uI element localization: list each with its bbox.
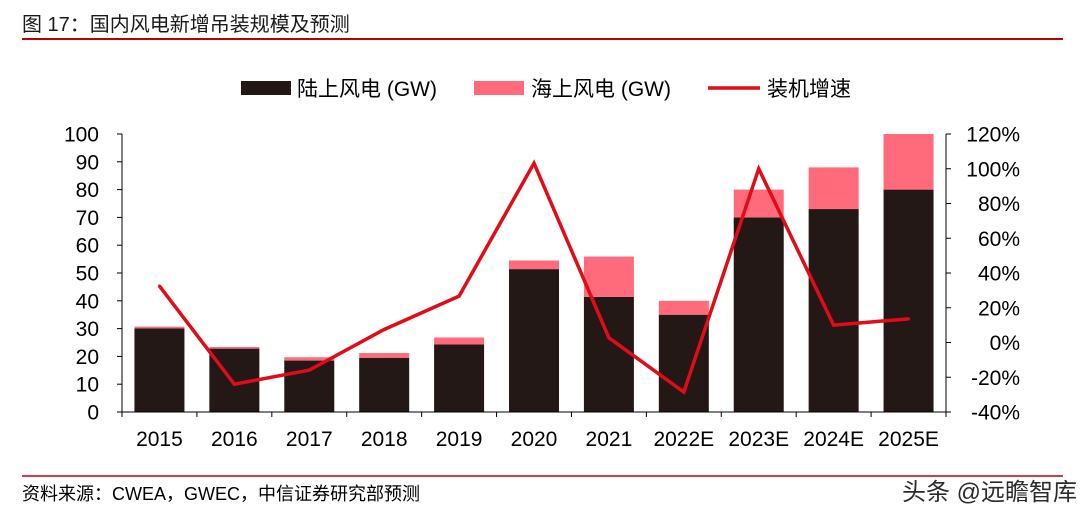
bar-offshore-2016 bbox=[209, 346, 260, 349]
bar-offshore-2024E bbox=[808, 167, 859, 210]
x-axis-tick-label: 2022E bbox=[653, 428, 714, 451]
watermark: 头条 @远瞻智库 bbox=[902, 479, 1077, 506]
x-axis-tick-label: 2017 bbox=[286, 428, 333, 451]
growth-point-2018 bbox=[382, 327, 386, 331]
legend-swatch-offshore bbox=[474, 81, 524, 95]
x-axis-tick-label: 2020 bbox=[511, 428, 558, 451]
left-axis-labels: 0 10 20 30 40 50 60 70 80 90 100 bbox=[64, 124, 99, 425]
x-axis-tick-label: 2021 bbox=[586, 428, 633, 451]
bar-onshore-2023E bbox=[733, 217, 784, 412]
growth-point-2021 bbox=[607, 336, 611, 340]
x-axis-tick-label: 2015 bbox=[136, 428, 183, 451]
plot-area: 0 10 20 30 40 50 60 70 80 90 100 -40% -20% 0% 20% 40% 6… bbox=[64, 124, 1020, 452]
left-axis-tick-label: 60 bbox=[76, 235, 99, 258]
bar-offshore-2022E bbox=[658, 300, 709, 315]
left-axis-tick-label: 0 bbox=[87, 402, 99, 425]
left-axis-tick-label: 50 bbox=[76, 263, 99, 286]
growth-line-layer bbox=[157, 159, 911, 395]
bar-onshore-2022E bbox=[658, 314, 709, 412]
growth-point-2023E bbox=[757, 167, 761, 171]
right-axis-tick-label: -40% bbox=[971, 402, 1020, 425]
x-axis-labels: 2015 2016 2017 2018 2019 2020 2021 2022E 2023E 20… bbox=[136, 428, 939, 451]
bar-offshore-2019 bbox=[434, 337, 485, 345]
left-axis-tick-label: 90 bbox=[76, 151, 99, 174]
legend-label-growth: 装机增速 bbox=[767, 78, 851, 101]
source-note: 资料来源：CWEA，GWEC，中信证券研究部预测 bbox=[22, 484, 420, 504]
left-axis-tick-label: 100 bbox=[64, 124, 99, 147]
growth-point-2020 bbox=[532, 161, 536, 165]
axes bbox=[117, 133, 951, 417]
x-axis-tick-label: 2023E bbox=[728, 428, 789, 451]
x-axis-tick-label: 2024E bbox=[803, 428, 864, 451]
x-axis-tick-label: 2025E bbox=[878, 428, 939, 451]
right-axis-tick-label: 40% bbox=[978, 263, 1020, 286]
x-axis-tick-label: 2018 bbox=[361, 428, 408, 451]
growth-point-2016 bbox=[232, 382, 236, 386]
bar-onshore-2019 bbox=[434, 344, 485, 412]
growth-point-2017 bbox=[307, 368, 311, 372]
right-axis-tick-label: 0% bbox=[990, 332, 1020, 355]
right-axis-tick-label: 20% bbox=[978, 297, 1020, 320]
bar-onshore-2020 bbox=[509, 269, 559, 412]
bar-offshore-2018 bbox=[359, 353, 410, 358]
figure-title: 图 17：国内风电新增吊装规模及预测 bbox=[22, 13, 350, 36]
bar-offshore-2017 bbox=[284, 357, 335, 361]
bar-offshore-2021 bbox=[583, 256, 634, 297]
legend-label-offshore: 海上风电 (GW) bbox=[531, 78, 671, 101]
left-axis-tick-label: 20 bbox=[76, 346, 99, 369]
growth-point-2024E bbox=[832, 323, 836, 327]
right-axis-tick-label: 80% bbox=[978, 193, 1020, 216]
bar-offshore-2025E bbox=[883, 134, 934, 190]
legend: 陆上风电 (GW) 海上风电 (GW) 装机增速 bbox=[241, 78, 851, 101]
growth-point-2025E bbox=[907, 317, 911, 321]
right-axis-tick-label: -20% bbox=[971, 367, 1020, 390]
right-axis-tick-label: 120% bbox=[966, 124, 1020, 147]
bar-group bbox=[134, 134, 934, 412]
bar-onshore-2025E bbox=[883, 189, 934, 412]
bar-onshore-2024E bbox=[808, 209, 859, 412]
right-axis-labels: -40% -20% 0% 20% 40% 60% 80% 100% 120% bbox=[966, 124, 1020, 425]
left-axis-tick-label: 30 bbox=[76, 318, 99, 341]
left-axis-tick-label: 40 bbox=[76, 290, 99, 313]
legend-label-onshore: 陆上风电 (GW) bbox=[297, 78, 437, 101]
x-axis-tick-label: 2019 bbox=[436, 428, 483, 451]
left-axis-tick-label: 10 bbox=[76, 374, 99, 397]
growth-point-2022E bbox=[682, 390, 686, 394]
bar-offshore-2015 bbox=[134, 326, 185, 329]
bar-onshore-2015 bbox=[134, 328, 185, 412]
right-axis-tick-label: 100% bbox=[966, 158, 1020, 181]
left-axis-tick-label: 70 bbox=[76, 207, 99, 230]
growth-point-2015 bbox=[157, 284, 161, 288]
x-axis-tick-label: 2016 bbox=[211, 428, 258, 451]
bar-onshore-2018 bbox=[359, 357, 410, 412]
bar-onshore-2021 bbox=[583, 296, 634, 412]
bar-offshore-2020 bbox=[509, 260, 559, 270]
legend-swatch-onshore bbox=[241, 81, 291, 95]
right-axis-tick-label: 60% bbox=[978, 228, 1020, 251]
growth-point-2019 bbox=[457, 294, 461, 298]
left-axis-tick-label: 80 bbox=[76, 179, 99, 202]
